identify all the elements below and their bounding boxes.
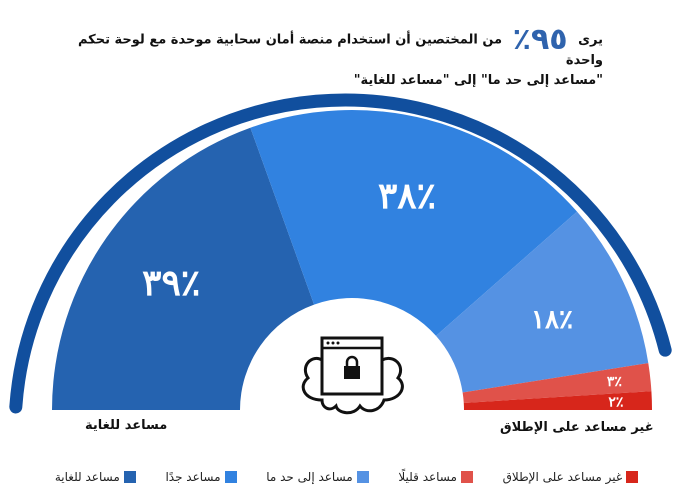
legend-label: مساعد قليلًا — [398, 470, 457, 484]
outer-ring-arc — [9, 93, 672, 414]
headline-highlight: ٩٥٪ — [512, 22, 568, 57]
headline-line1: من المختصين أن استخدام منصة أمان سحابية … — [77, 32, 603, 68]
legend-item-3: مساعد إلى حد ما — [266, 470, 369, 484]
headline-prefix: يرى — [578, 32, 603, 48]
legend-item-2: مساعد جدًا — [165, 470, 237, 484]
legend-swatch — [224, 471, 237, 483]
slice-label-4: ٪٣ — [607, 374, 623, 390]
slice-5 — [463, 391, 652, 410]
legend-label: مساعد إلى حد ما — [266, 470, 353, 484]
headline: يرى ٩٥٪ من المختصين أن استخدام منصة أمان… — [43, 25, 603, 91]
slice-label-3: ٪١٨ — [531, 305, 573, 335]
end-label-right: غير مساعد على الإطلاق — [500, 420, 654, 435]
legend-swatch — [460, 471, 473, 483]
cloud-browser-lock-icon — [301, 336, 404, 415]
slice-label-1: ٪٣٩ — [142, 262, 200, 304]
legend-swatch — [356, 471, 369, 483]
legend-swatch — [123, 471, 136, 483]
legend-label: مساعد جدًا — [165, 470, 221, 484]
legend-label: مساعد للغاية — [54, 470, 120, 484]
slice-4 — [462, 363, 652, 403]
headline-line2: "مساعد إلى حد ما" إلى "مساعد للغاية" — [353, 72, 603, 88]
legend-item-1: مساعد للغاية — [55, 470, 136, 484]
slice-3 — [436, 211, 649, 393]
end-label-left: مساعد للغاية — [85, 418, 168, 433]
slice-2 — [250, 110, 578, 336]
slice-1 — [52, 127, 315, 410]
legend-label: غير مساعد على الإطلاق — [502, 470, 623, 484]
legend-item-4: مساعد قليلًا — [398, 470, 473, 484]
legend-swatch — [626, 471, 639, 483]
legend: غير مساعد على الإطلاق مساعد قليلًا مساعد إ… — [0, 470, 693, 484]
legend-item-5: غير مساعد على الإطلاق — [503, 470, 639, 484]
slice-label-2: ٪٣٨ — [378, 175, 436, 217]
slice-label-5: ٪٢ — [608, 395, 624, 411]
